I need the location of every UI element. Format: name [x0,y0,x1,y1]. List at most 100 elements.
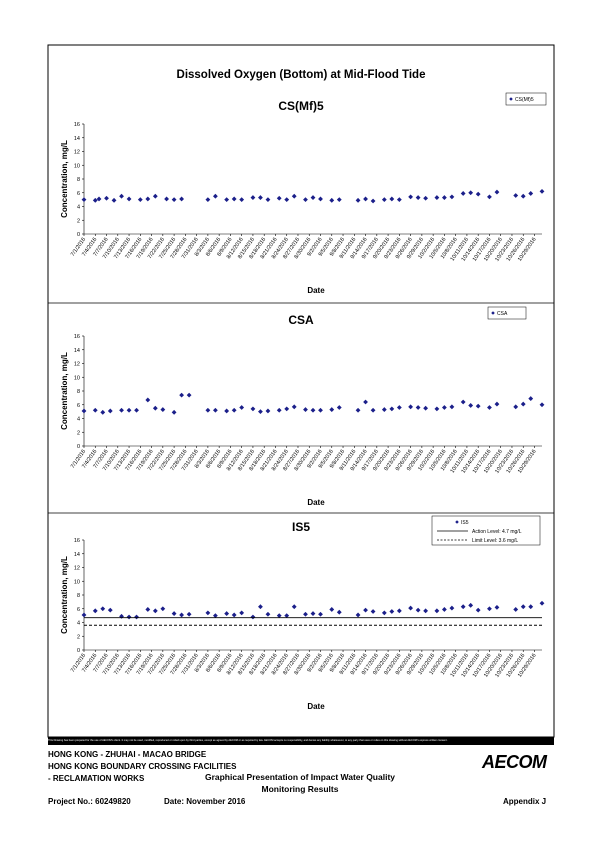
data-point [475,191,481,197]
legend-marker [491,311,495,315]
data-point [318,407,323,413]
legend-label: Limit Level: 3.6 mg/L [472,538,518,544]
chart-panel-1: CS(Mf)502468101214167/1/20167/4/20167/7/… [60,92,547,295]
data-point [291,404,297,410]
y-tick-label: 10 [74,375,80,381]
chart-title: CSA [288,313,314,327]
data-point [231,612,237,618]
data-point [96,196,102,202]
data-point [355,612,361,618]
data-point [310,195,316,200]
data-point [336,405,342,410]
y-tick-label: 6 [77,191,80,197]
data-point [239,405,245,410]
data-point [212,407,218,413]
data-point [449,404,455,410]
data-point [389,406,395,412]
data-point [434,608,440,614]
data-point [441,195,447,200]
data-point [179,612,185,618]
legend-box [505,92,547,106]
data-point [336,197,342,203]
data-point [134,407,139,413]
data-point [441,405,447,410]
y-tick-label: 14 [74,348,80,354]
data-point [92,407,98,413]
data-point [258,409,263,415]
y-tick-label: 8 [77,389,80,395]
data-point [171,611,177,616]
data-point [212,193,218,199]
data-point [303,197,308,203]
report-date: Date: November 2016 [164,797,246,806]
data-point [415,195,421,200]
data-point [145,196,151,202]
data-point [389,609,395,614]
data-point [284,197,290,203]
y-tick-label: 16 [74,122,80,128]
y-tick-label: 4 [77,621,80,627]
data-point [528,604,534,610]
data-point [415,607,421,613]
y-tick-label: 10 [74,163,80,169]
data-point [100,409,106,415]
data-point [303,611,308,617]
y-tick-label: 6 [77,403,80,409]
y-tick-label: 8 [77,177,80,183]
data-point [408,194,414,200]
data-point [284,406,290,412]
x-axis-label: Date [307,702,325,711]
data-point [212,613,218,619]
data-point [171,409,177,415]
data-point [137,197,143,203]
data-point [415,405,421,410]
data-point [145,397,151,403]
data-point [258,195,263,200]
data-point [370,609,376,614]
data-point [513,193,519,198]
data-point [329,407,335,412]
legend-marker [455,520,459,524]
data-point [396,197,402,203]
data-point [303,407,308,412]
y-tick-label: 12 [74,150,80,156]
data-point [250,406,256,412]
data-point [336,609,342,615]
data-point [513,607,519,612]
data-point [126,196,132,202]
data-point [81,408,87,414]
data-point [355,197,361,203]
legend-box [487,306,527,320]
data-point [276,195,282,201]
data-point [381,407,387,412]
data-point [475,607,481,613]
y-tick-label: 4 [77,205,80,211]
data-point [164,196,169,202]
data-point [539,188,545,194]
data-point [494,604,500,610]
data-point [449,194,455,200]
data-point [265,408,271,414]
data-point [250,195,256,200]
data-point [205,197,211,203]
data-point [408,605,414,611]
data-point [520,193,526,199]
data-point [152,405,158,411]
data-point [363,399,368,405]
data-point [494,189,500,195]
data-point [160,407,166,412]
chart-title: IS5 [292,520,310,534]
data-point [381,610,387,616]
y-tick-label: 2 [77,634,80,640]
project-number: Project No.: 60249820 [48,797,131,806]
aecom-logo: AECOM [482,752,547,772]
data-point [381,197,387,203]
data-point [126,614,132,620]
data-point [126,407,132,413]
data-point [460,604,466,610]
data-point [468,190,474,196]
data-point [423,608,429,614]
y-tick-label: 2 [77,430,80,436]
y-tick-label: 0 [77,444,80,450]
y-tick-label: 14 [74,552,80,558]
